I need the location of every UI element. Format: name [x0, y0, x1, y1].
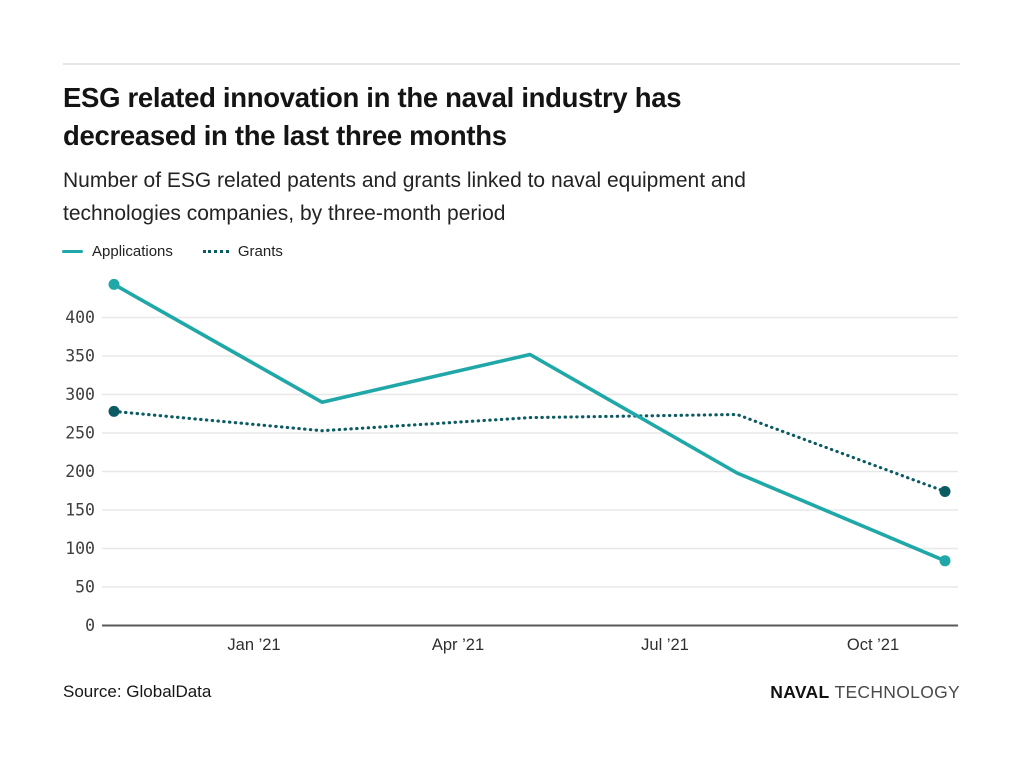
grants-endpoint-marker — [939, 486, 951, 497]
grants-series — [108, 405, 951, 497]
x-tick-label: Jul ’21 — [641, 636, 689, 654]
x-tick-label: Oct ’21 — [847, 636, 899, 654]
logo-text-naval: NAVAL — [770, 682, 830, 702]
applications-series — [108, 278, 951, 567]
grants-line — [112, 409, 947, 494]
logo-text-technology: TECHNOLOGY — [834, 682, 960, 702]
legend-label-grants: Grants — [237, 243, 283, 260]
y-tick-label: 0 — [85, 616, 95, 635]
applications-endpoint-marker — [939, 555, 951, 567]
y-tick-label: 400 — [65, 308, 95, 327]
applications-endpoint-marker — [108, 278, 120, 290]
x-axis-labels: Jan ’21 Apr ’21 Jul ’21 Oct ’21 — [227, 636, 899, 654]
grants-line-swatch-icon — [202, 250, 229, 253]
y-tick-label: 350 — [65, 347, 95, 366]
y-tick-label: 150 — [65, 501, 95, 520]
legend-label-applications: Applications — [92, 243, 173, 260]
y-tick-label: 300 — [65, 385, 95, 404]
legend-item-grants: Grants — [202, 243, 283, 260]
y-tick-label: 100 — [65, 539, 95, 558]
top-divider — [63, 63, 960, 65]
y-tick-label: 250 — [65, 424, 95, 443]
y-tick-label: 50 — [75, 578, 95, 597]
y-tick-label: 200 — [65, 462, 95, 481]
source-credit: Source: GlobalData — [63, 682, 212, 701]
grants-endpoint-marker — [108, 405, 120, 417]
applications-line — [113, 282, 946, 563]
x-tick-label: Apr ’21 — [432, 636, 484, 654]
applications-line-swatch-icon — [62, 249, 83, 254]
chart-legend: Applications Grants — [62, 243, 283, 260]
legend-item-applications: Applications — [62, 243, 173, 260]
chart-subtitle: Number of ESG related patents and grants… — [63, 169, 746, 225]
gridlines-and-y-axis: 0 50 100 150 200 250 300 350 400 — [65, 308, 958, 635]
naval-technology-logo: NAVAL TECHNOLOGY — [770, 682, 960, 703]
x-tick-label: Jan ’21 — [227, 636, 280, 654]
page-title: ESG related innovation in the naval indu… — [63, 82, 682, 151]
